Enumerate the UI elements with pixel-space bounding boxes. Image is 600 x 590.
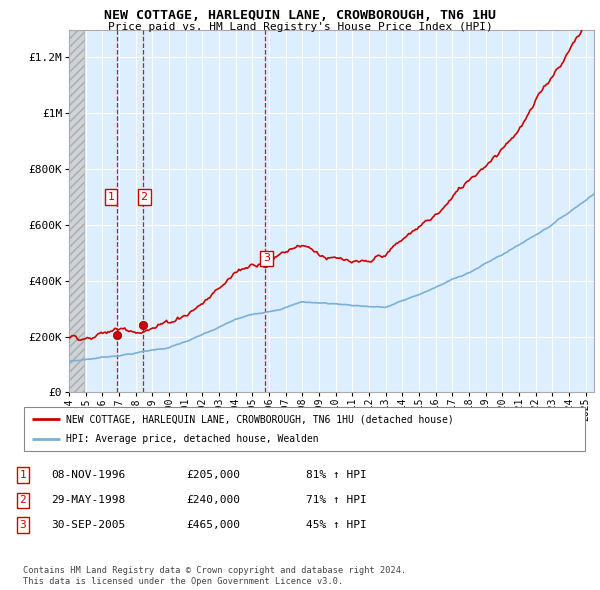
- Text: NEW COTTAGE, HARLEQUIN LANE, CROWBOROUGH, TN6 1HU: NEW COTTAGE, HARLEQUIN LANE, CROWBOROUGH…: [104, 9, 496, 22]
- Text: 71% ↑ HPI: 71% ↑ HPI: [306, 496, 367, 505]
- Text: 45% ↑ HPI: 45% ↑ HPI: [306, 520, 367, 530]
- Text: 81% ↑ HPI: 81% ↑ HPI: [306, 470, 367, 480]
- Text: 2: 2: [19, 496, 26, 505]
- Text: 1: 1: [107, 192, 115, 202]
- Text: 30-SEP-2005: 30-SEP-2005: [51, 520, 125, 530]
- FancyBboxPatch shape: [24, 407, 585, 451]
- Text: Price paid vs. HM Land Registry's House Price Index (HPI): Price paid vs. HM Land Registry's House …: [107, 22, 493, 32]
- Text: Contains HM Land Registry data © Crown copyright and database right 2024.
This d: Contains HM Land Registry data © Crown c…: [23, 566, 406, 586]
- Text: 2: 2: [140, 192, 148, 202]
- Text: 3: 3: [19, 520, 26, 530]
- Text: £240,000: £240,000: [186, 496, 240, 505]
- Text: 3: 3: [263, 253, 270, 263]
- Text: 08-NOV-1996: 08-NOV-1996: [51, 470, 125, 480]
- Text: £465,000: £465,000: [186, 520, 240, 530]
- Text: 1: 1: [19, 470, 26, 480]
- Text: HPI: Average price, detached house, Wealden: HPI: Average price, detached house, Weal…: [66, 434, 319, 444]
- Text: £205,000: £205,000: [186, 470, 240, 480]
- Bar: [69, 30, 85, 392]
- Text: 29-MAY-1998: 29-MAY-1998: [51, 496, 125, 505]
- Bar: [69, 30, 85, 392]
- Text: NEW COTTAGE, HARLEQUIN LANE, CROWBOROUGH, TN6 1HU (detached house): NEW COTTAGE, HARLEQUIN LANE, CROWBOROUGH…: [66, 415, 454, 424]
